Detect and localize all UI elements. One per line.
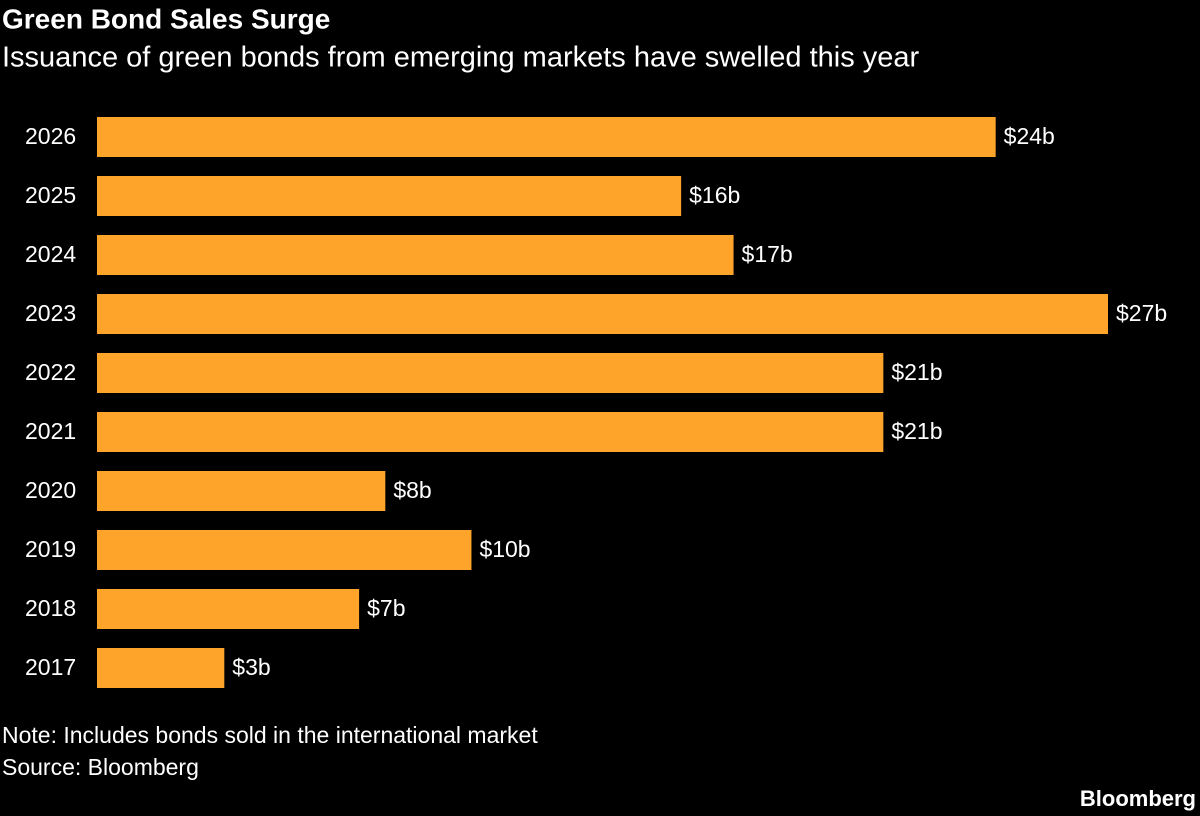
bar xyxy=(97,471,386,511)
y-tick-label: 2026 xyxy=(25,123,76,149)
value-label: $24b xyxy=(1004,123,1055,149)
y-tick-label: 2025 xyxy=(25,182,76,208)
value-label: $7b xyxy=(367,595,405,621)
value-label: $27b xyxy=(1116,300,1167,326)
bar xyxy=(97,294,1108,334)
bar xyxy=(97,353,884,393)
source: Source: Bloomberg xyxy=(2,754,199,780)
chart-title: Green Bond Sales Surge xyxy=(2,3,330,34)
value-label: $10b xyxy=(479,536,530,562)
y-tick-label: 2022 xyxy=(25,359,76,385)
bar xyxy=(97,412,884,452)
brand: Bloomberg xyxy=(1080,786,1196,811)
value-label: $3b xyxy=(232,654,270,680)
bar xyxy=(97,176,682,216)
bar xyxy=(97,589,360,629)
bar xyxy=(97,530,472,570)
y-tick-label: 2018 xyxy=(25,595,76,621)
y-tick-label: 2019 xyxy=(25,536,76,562)
y-tick-label: 2021 xyxy=(25,418,76,444)
value-label: $16b xyxy=(689,182,740,208)
value-label: $17b xyxy=(742,241,793,267)
bar xyxy=(97,117,996,157)
value-label: $21b xyxy=(891,418,942,444)
bar xyxy=(97,648,225,688)
note: Note: Includes bonds sold in the interna… xyxy=(2,722,538,748)
y-tick-label: 2024 xyxy=(25,241,76,267)
chart-subtitle: Issuance of green bonds from emerging ma… xyxy=(2,42,920,74)
y-tick-label: 2023 xyxy=(25,300,76,326)
bar xyxy=(97,235,734,275)
y-tick-label: 2017 xyxy=(25,654,76,680)
value-label: $8b xyxy=(393,477,431,503)
value-label: $21b xyxy=(891,359,942,385)
y-tick-label: 2020 xyxy=(25,477,76,503)
